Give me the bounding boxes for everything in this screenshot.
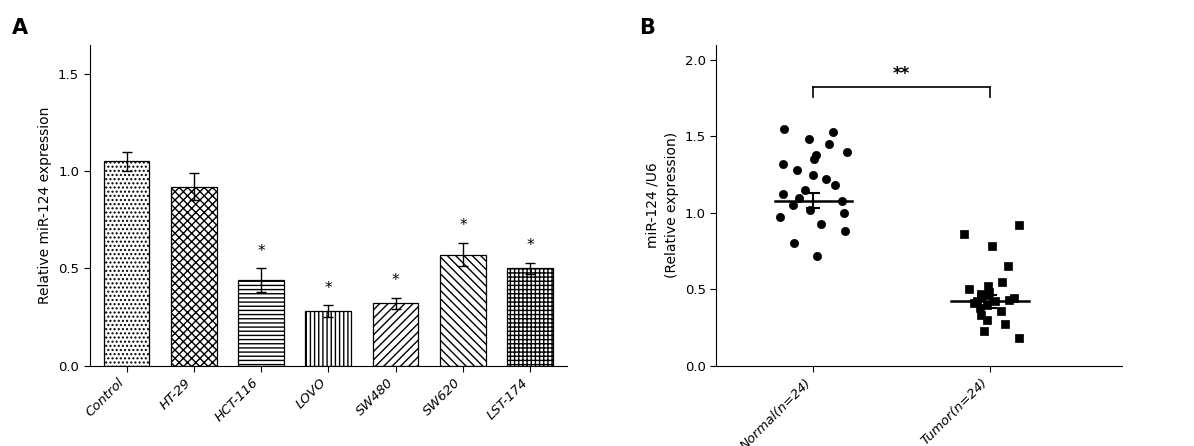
Point [972,290,991,297]
Bar [373,303,418,366]
Point [784,240,804,247]
Text: B: B [639,18,654,38]
Point [980,289,999,296]
Point [774,160,793,167]
Point [985,298,1004,305]
Point [971,312,990,319]
Point [996,321,1015,328]
Point [836,227,855,235]
Point [998,263,1017,270]
Point [960,286,979,293]
Point [954,231,973,238]
Point [978,316,997,323]
Point [1009,222,1028,229]
Point [788,166,807,173]
Point [825,182,844,189]
Point [1004,295,1023,302]
Bar [507,268,553,366]
Point [817,176,836,183]
Point [807,151,826,158]
Text: *: * [257,244,265,259]
Point [970,304,989,311]
Point [800,136,819,143]
Point [838,148,857,155]
Y-axis label: Relative miR-124 expression: Relative miR-124 expression [38,107,53,304]
Point [789,194,808,201]
Point [1009,334,1028,342]
Point [977,301,996,308]
Point [833,197,853,204]
Point [774,125,793,132]
Point [804,156,823,163]
Point [774,191,793,198]
Point [992,278,1011,285]
Point [804,171,823,178]
Point [824,128,843,135]
Point [971,293,990,301]
Bar [441,255,486,366]
Point [807,252,826,259]
Point [835,209,854,216]
Text: *: * [527,238,534,253]
Point [978,283,997,290]
Point [965,299,984,306]
Point [999,297,1018,304]
Bar [104,161,149,366]
Point [983,243,1002,250]
Point [820,140,839,148]
Text: *: * [392,273,400,288]
Point [979,292,998,299]
Text: A: A [12,18,29,38]
Text: *: * [458,219,467,233]
Point [811,220,830,227]
Point [991,307,1010,314]
Point [974,327,993,334]
Bar [171,187,216,366]
Point [770,214,789,221]
Bar [306,311,351,366]
Y-axis label: miR-124 /U6
(Relative expression): miR-124 /U6 (Relative expression) [646,132,679,278]
Text: *: * [325,281,332,296]
Point [967,298,986,305]
Text: **: ** [893,65,910,83]
Point [800,206,819,213]
Point [783,202,802,209]
Point [795,186,814,194]
Bar [239,280,284,366]
